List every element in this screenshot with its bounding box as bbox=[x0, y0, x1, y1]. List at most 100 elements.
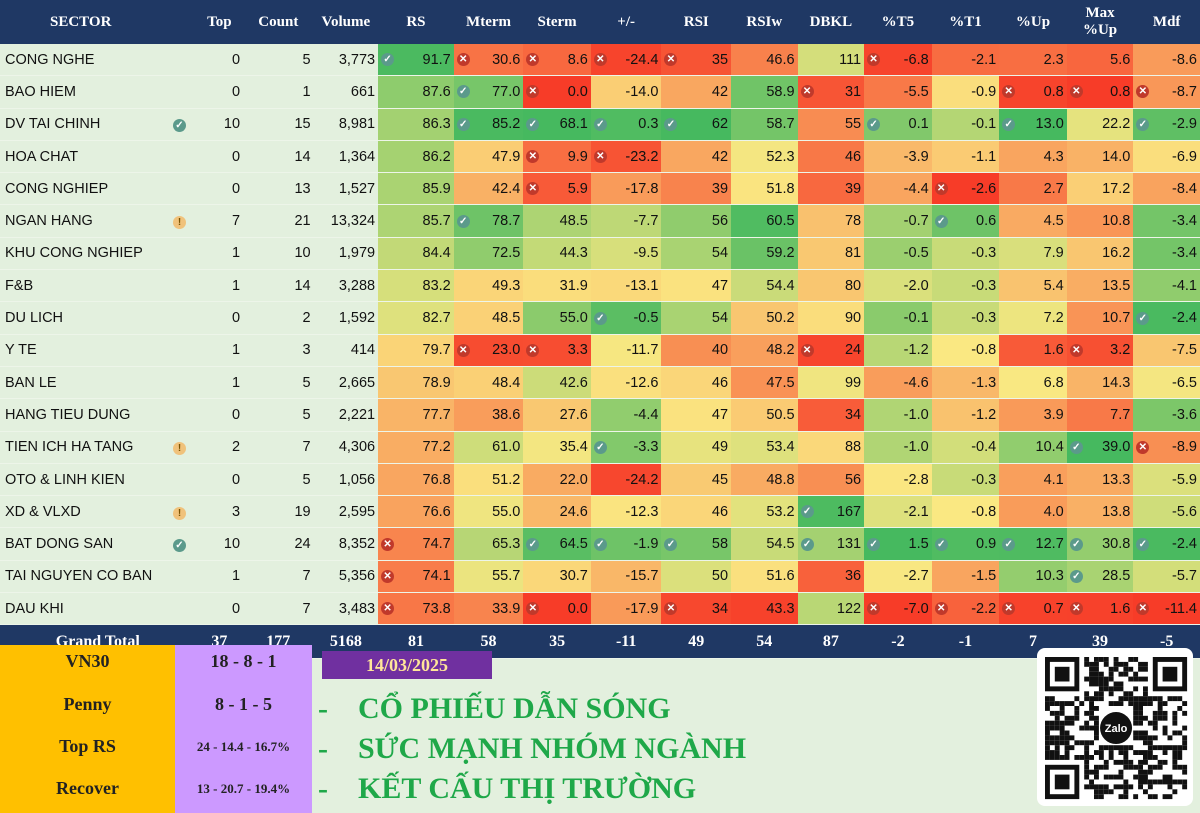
cross-icon bbox=[867, 602, 881, 616]
t1-cell: -2.1 bbox=[931, 44, 1000, 77]
mdf-cell-content: -4.1 bbox=[1136, 278, 1197, 294]
qr-module bbox=[1049, 755, 1055, 760]
qr-module bbox=[1138, 715, 1143, 721]
warning-icon bbox=[172, 506, 186, 520]
sterm-cell-content: 9.9 bbox=[526, 149, 588, 165]
cross-icon bbox=[1136, 602, 1150, 616]
mdf-cell: -3.4 bbox=[1133, 237, 1200, 271]
qr-module bbox=[1064, 720, 1070, 726]
check-icon bbox=[172, 119, 186, 133]
sterm-cell: 30.7 bbox=[523, 560, 591, 594]
cross-icon bbox=[526, 602, 540, 616]
sector-name: NGAN HANG bbox=[0, 204, 164, 238]
mterm-value: 85.2 bbox=[492, 116, 521, 133]
dbkl-cell-content: 39 bbox=[801, 181, 861, 197]
rs-value: 74.7 bbox=[422, 536, 451, 553]
total-sterm: 35 bbox=[523, 624, 591, 660]
qr-module bbox=[1172, 764, 1178, 770]
qr-module bbox=[1172, 755, 1178, 760]
t1-value: -1.3 bbox=[971, 374, 997, 391]
qr-module bbox=[1143, 774, 1148, 780]
qr-module bbox=[1094, 750, 1099, 755]
t5-value: -6.8 bbox=[903, 51, 929, 68]
mdf-cell-content: -8.6 bbox=[1136, 52, 1197, 68]
rs-cell-content: 87.6 bbox=[381, 84, 451, 100]
rsi-cell: 56 bbox=[661, 204, 732, 238]
up-value: 2.7 bbox=[1043, 180, 1064, 197]
mdf-cell-content: -11.4 bbox=[1136, 601, 1197, 617]
qr-module bbox=[1084, 755, 1090, 760]
rsi-cell: 46 bbox=[661, 495, 732, 529]
qr-module bbox=[1089, 666, 1094, 672]
qr-module bbox=[1152, 755, 1158, 760]
rsiw-cell-content: 53.4 bbox=[734, 439, 794, 455]
sector-name: BAT DONG SAN bbox=[0, 527, 164, 561]
count-cell: 7 bbox=[243, 431, 314, 464]
sterm-cell: 64.5 bbox=[523, 527, 591, 561]
qr-module bbox=[1157, 701, 1163, 706]
maxup-cell: 0.8 bbox=[1066, 75, 1134, 109]
qr-module bbox=[1133, 696, 1139, 702]
qr-module bbox=[1084, 784, 1090, 790]
sterm-cell-content: 31.9 bbox=[526, 278, 588, 294]
mterm-value: 48.5 bbox=[492, 310, 521, 327]
dbkl-cell: 78 bbox=[797, 204, 865, 238]
dbkl-cell-content: 78 bbox=[801, 213, 861, 229]
count-cell: 2 bbox=[243, 301, 314, 335]
qr-module bbox=[1152, 710, 1158, 716]
sector-name: F&B bbox=[0, 269, 164, 303]
maxup-cell: 13.3 bbox=[1066, 463, 1134, 497]
t1-cell-content: -0.8 bbox=[935, 504, 996, 520]
total-t5: -2 bbox=[864, 624, 932, 660]
t1-cell-content: -0.8 bbox=[935, 342, 996, 358]
pm-value: -23.2 bbox=[625, 148, 659, 165]
cross-icon bbox=[456, 53, 470, 67]
dbkl-value: 46 bbox=[844, 148, 862, 165]
header-rsiw: RSIw bbox=[731, 0, 798, 44]
pm-cell: -1.9 bbox=[590, 527, 662, 561]
qr-module bbox=[1113, 686, 1119, 692]
summary-value: 24 - 14.4 - 16.7% bbox=[196, 739, 291, 754]
rs-cell-content: 74.7 bbox=[381, 536, 451, 552]
rsiw-cell-content: 54.5 bbox=[734, 536, 794, 552]
qr-module bbox=[1069, 701, 1075, 706]
maxup-value: 1.6 bbox=[1110, 600, 1131, 617]
qr-module bbox=[1059, 740, 1065, 746]
qr-module bbox=[1094, 661, 1099, 667]
mterm-value: 65.3 bbox=[492, 536, 521, 553]
rsiw-value: 51.6 bbox=[766, 568, 795, 585]
qr-module bbox=[1084, 710, 1090, 716]
qr-module bbox=[1147, 696, 1153, 702]
top-cell: 0 bbox=[195, 44, 244, 77]
rsiw-cell-content: 43.3 bbox=[734, 601, 794, 617]
maxup-cell-content: 10.8 bbox=[1070, 213, 1130, 229]
t1-cell-content: -1.5 bbox=[935, 568, 996, 584]
qr-module bbox=[1049, 725, 1055, 731]
mdf-cell-content: -8.4 bbox=[1136, 181, 1197, 197]
dbkl-cell-content: 88 bbox=[801, 439, 861, 455]
volume-cell: 1,527 bbox=[313, 172, 379, 206]
qr-code[interactable]: Zalo bbox=[1037, 648, 1193, 806]
up-cell: 2.7 bbox=[999, 172, 1067, 206]
rsiw-cell-content: 50.5 bbox=[734, 407, 794, 423]
qr-module bbox=[1128, 784, 1134, 790]
up-cell-content: 12.7 bbox=[1002, 536, 1064, 552]
qr-module bbox=[1054, 710, 1060, 716]
qr-module bbox=[1118, 661, 1124, 667]
cross-icon bbox=[1069, 85, 1083, 99]
mdf-cell-content: -5.9 bbox=[1136, 472, 1197, 488]
pm-cell: -13.1 bbox=[590, 269, 662, 303]
qr-module bbox=[1098, 755, 1104, 760]
qr-module bbox=[1084, 774, 1090, 780]
qr-module bbox=[1094, 666, 1099, 672]
dbkl-cell-content: 31 bbox=[800, 84, 861, 100]
t1-value: -0.3 bbox=[971, 245, 997, 262]
rsiw-value: 60.5 bbox=[766, 213, 795, 230]
rsiw-cell: 58.7 bbox=[731, 108, 798, 141]
qr-module bbox=[1123, 784, 1129, 790]
qr-module bbox=[1045, 701, 1050, 706]
rs-cell-content: 74.1 bbox=[381, 568, 451, 584]
qr-module bbox=[1162, 745, 1168, 751]
rsi-value: 45 bbox=[711, 471, 729, 488]
t5-cell-content: 0.1 bbox=[867, 116, 929, 132]
